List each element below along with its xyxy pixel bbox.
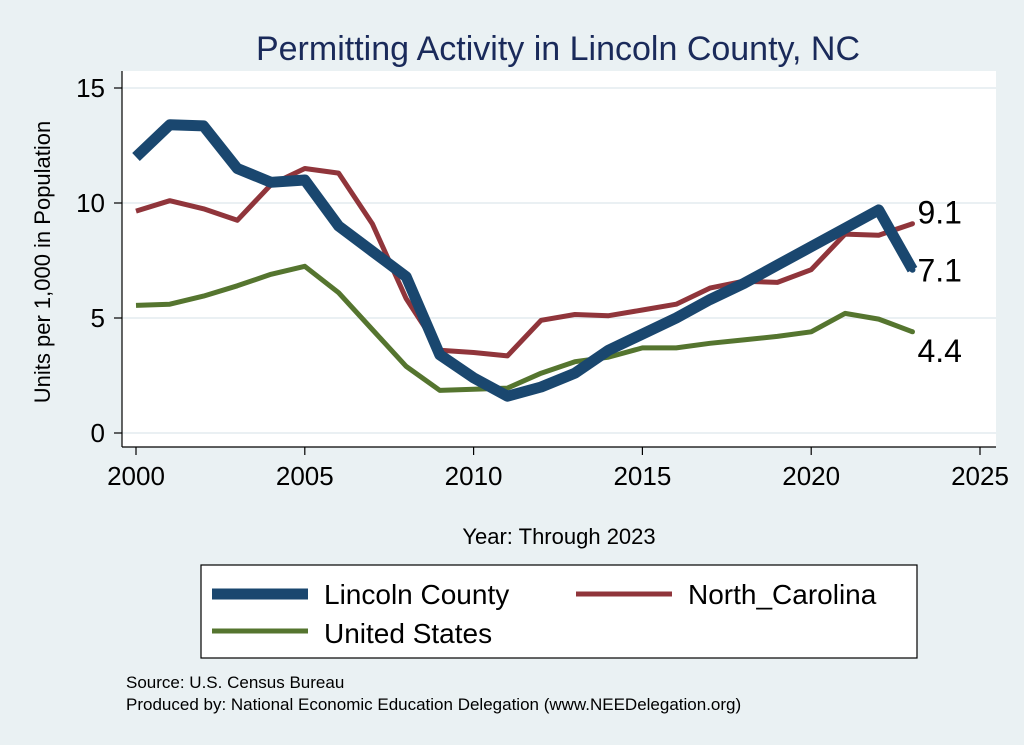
x-axis-label: Year: Through 2023	[462, 524, 655, 549]
y-tick-label-10: 10	[76, 188, 105, 218]
y-axis-label: Units per 1,000 in Population	[30, 121, 55, 404]
x-tick-label-2020: 2020	[782, 461, 840, 491]
producer-note: Produced by: National Economic Education…	[126, 695, 741, 714]
series-line-lincoln-county	[132, 119, 918, 402]
end-point-united-states	[909, 329, 915, 335]
x-tick-label-2010: 2010	[445, 461, 503, 491]
legend: Lincoln County North_Carolina United Sta…	[200, 564, 918, 659]
x-tick-label-2015: 2015	[613, 461, 671, 491]
end-label-united-states: 4.4	[917, 333, 961, 369]
x-ticks: 2000 2005 2010 2015 2020 2025	[107, 447, 1009, 491]
legend-label-united-states: United States	[324, 618, 492, 649]
y-tick-label-0: 0	[91, 418, 105, 448]
y-tick-label-15: 15	[76, 73, 105, 103]
y-tick-label-5: 5	[91, 303, 105, 333]
y-ticks: 0 5 10 15	[76, 73, 122, 448]
x-tick-label-2025: 2025	[951, 461, 1009, 491]
series-line-united-states	[135, 263, 914, 393]
x-tick-label-2000: 2000	[107, 461, 165, 491]
legend-label-lincoln-county: Lincoln County	[324, 579, 509, 610]
plot-area	[122, 71, 996, 447]
legend-label-north-carolina: North_Carolina	[688, 579, 877, 610]
end-labels: 7.1 9.1 4.4	[917, 195, 961, 369]
end-point-lincoln-county	[909, 266, 916, 273]
end-point-north-carolina	[909, 221, 915, 227]
series-line-north-carolina	[135, 166, 914, 359]
x-tick-label-2005: 2005	[276, 461, 334, 491]
gridlines	[122, 87, 996, 434]
legend-box	[200, 564, 918, 659]
chart-title: Permitting Activity in Lincoln County, N…	[256, 30, 860, 68]
end-label-north-carolina: 9.1	[917, 195, 961, 231]
end-label-lincoln-county: 7.1	[917, 253, 961, 289]
source-note: Source: U.S. Census Bureau	[126, 673, 344, 692]
series-group	[132, 119, 918, 402]
